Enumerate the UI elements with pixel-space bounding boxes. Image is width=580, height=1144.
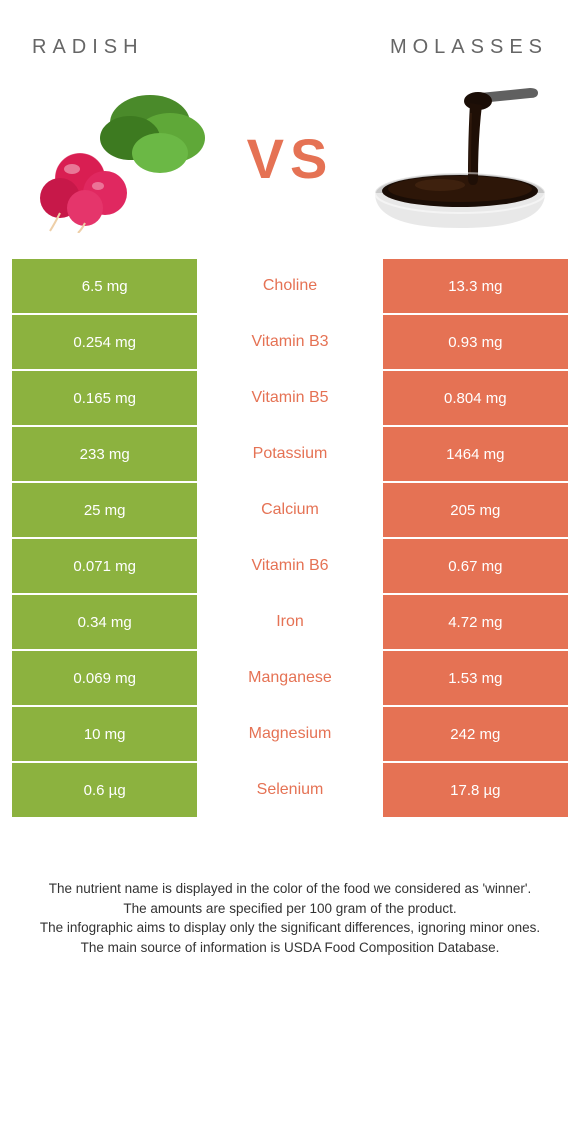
table-row: 233 mgPotassium1464 mg xyxy=(12,427,568,483)
table-row: 10 mgMagnesium242 mg xyxy=(12,707,568,763)
nutrient-name: Magnesium xyxy=(197,707,382,761)
footer-line: The nutrient name is displayed in the co… xyxy=(24,879,556,899)
nutrient-name: Vitamin B5 xyxy=(197,371,382,425)
right-value: 0.67 mg xyxy=(383,539,568,593)
right-food-title: molasses xyxy=(390,28,548,60)
right-value: 17.8 µg xyxy=(383,763,568,817)
right-value: 0.804 mg xyxy=(383,371,568,425)
nutrient-name: Choline xyxy=(197,259,382,313)
left-value: 25 mg xyxy=(12,483,197,537)
left-value: 0.069 mg xyxy=(12,651,197,705)
left-value: 0.254 mg xyxy=(12,315,197,369)
footer-line: The infographic aims to display only the… xyxy=(24,918,556,938)
nutrient-name: Manganese xyxy=(197,651,382,705)
nutrients-table: 6.5 mgCholine13.3 mg0.254 mgVitamin B30.… xyxy=(12,258,568,819)
nutrient-name: Iron xyxy=(197,595,382,649)
molasses-image xyxy=(353,78,568,238)
radish-image xyxy=(12,78,227,238)
table-row: 0.6 µgSelenium17.8 µg xyxy=(12,763,568,819)
right-value: 4.72 mg xyxy=(383,595,568,649)
vs-label: VS xyxy=(247,126,334,191)
table-row: 0.34 mgIron4.72 mg xyxy=(12,595,568,651)
right-value: 242 mg xyxy=(383,707,568,761)
left-value: 0.6 µg xyxy=(12,763,197,817)
table-row: 0.254 mgVitamin B30.93 mg xyxy=(12,315,568,371)
footer-line: The main source of information is USDA F… xyxy=(24,938,556,958)
left-value: 0.071 mg xyxy=(12,539,197,593)
right-value: 0.93 mg xyxy=(383,315,568,369)
table-row: 0.071 mgVitamin B60.67 mg xyxy=(12,539,568,595)
table-row: 25 mgCalcium205 mg xyxy=(12,483,568,539)
table-row: 0.165 mgVitamin B50.804 mg xyxy=(12,371,568,427)
footer-line: The amounts are specified per 100 gram o… xyxy=(24,899,556,919)
left-value: 10 mg xyxy=(12,707,197,761)
right-value: 1.53 mg xyxy=(383,651,568,705)
right-value: 1464 mg xyxy=(383,427,568,481)
table-row: 6.5 mgCholine13.3 mg xyxy=(12,259,568,315)
left-value: 6.5 mg xyxy=(12,259,197,313)
right-value: 205 mg xyxy=(383,483,568,537)
left-value: 0.165 mg xyxy=(12,371,197,425)
images-row: VS xyxy=(12,68,568,258)
nutrient-name: Selenium xyxy=(197,763,382,817)
left-value: 233 mg xyxy=(12,427,197,481)
nutrient-name: Calcium xyxy=(197,483,382,537)
left-food-title: radish xyxy=(32,28,144,60)
nutrient-name: Vitamin B6 xyxy=(197,539,382,593)
footer-notes: The nutrient name is displayed in the co… xyxy=(12,819,568,967)
nutrient-name: Vitamin B3 xyxy=(197,315,382,369)
right-value: 13.3 mg xyxy=(383,259,568,313)
table-row: 0.069 mgManganese1.53 mg xyxy=(12,651,568,707)
header: radish molasses xyxy=(12,0,568,68)
nutrient-name: Potassium xyxy=(197,427,382,481)
left-value: 0.34 mg xyxy=(12,595,197,649)
